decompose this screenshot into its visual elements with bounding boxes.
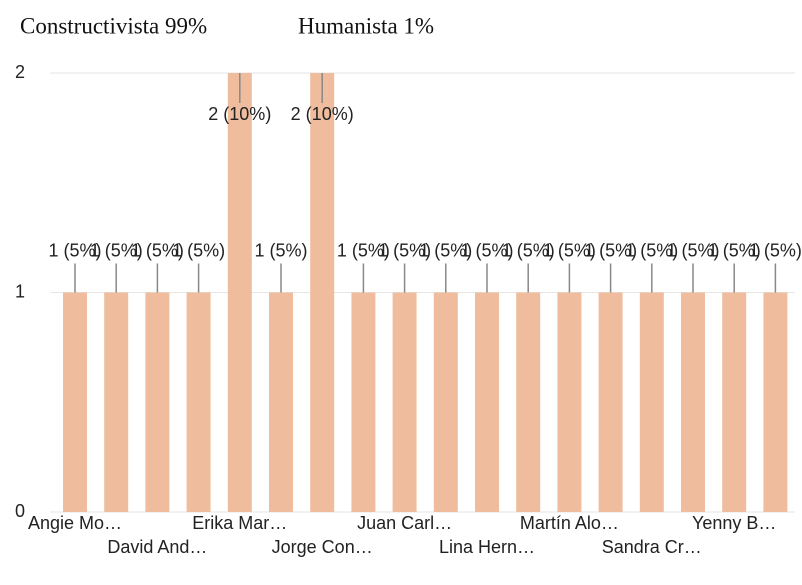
data-label: 1 (5%) — [666, 240, 719, 260]
data-label: 1 (5%) — [460, 240, 513, 260]
bar — [557, 292, 582, 512]
legend-text: Humanista 1% — [298, 13, 434, 38]
bar — [475, 292, 499, 512]
bar — [269, 292, 293, 512]
data-label: 1 (5%) — [378, 240, 431, 260]
bar — [763, 292, 788, 512]
x-tick-label: Sandra Cr… — [602, 537, 702, 557]
bar — [351, 292, 376, 512]
bar — [227, 73, 252, 512]
bar — [639, 292, 664, 512]
data-label: 1 (5%) — [90, 240, 143, 260]
data-label: 2 (10%) — [208, 104, 271, 124]
bar — [104, 292, 129, 512]
data-label: 1 (5%) — [131, 240, 184, 260]
legend-text: Constructivista 99% — [20, 13, 207, 38]
x-tick-label: Martín Alo… — [520, 513, 619, 533]
y-tick-label: 2 — [15, 62, 25, 82]
data-label: 1 (5%) — [584, 240, 637, 260]
bar — [433, 292, 458, 512]
data-label: 1 (5%) — [749, 240, 802, 260]
bar — [310, 73, 335, 512]
data-label: 1 (5%) — [625, 240, 678, 260]
data-label: 1 (5%) — [172, 240, 225, 260]
bar — [145, 292, 170, 512]
data-label: 2 (10%) — [291, 104, 354, 124]
x-tick-label: Juan Carl… — [357, 513, 452, 533]
x-tick-label: Angie Mo… — [28, 513, 122, 533]
x-tick-label: Lina Hern… — [439, 537, 535, 557]
x-tick-label: Yenny B… — [692, 513, 776, 533]
x-tick-label: Erika Mar… — [192, 513, 287, 533]
bar — [63, 292, 87, 512]
data-label: 1 (5%) — [708, 240, 761, 260]
data-label: 1 (5%) — [337, 240, 390, 260]
y-tick-label: 0 — [15, 501, 25, 521]
bar — [681, 292, 705, 512]
data-label: 1 (5%) — [48, 240, 101, 260]
data-label: 1 (5%) — [254, 240, 307, 260]
data-label: 1 (5%) — [419, 240, 472, 260]
y-tick-label: 1 — [15, 281, 25, 301]
bar — [598, 292, 623, 512]
x-tick-label: David And… — [107, 537, 207, 557]
data-label: 1 (5%) — [543, 240, 596, 260]
x-tick-label: Jorge Con… — [272, 537, 373, 557]
bar — [392, 292, 417, 512]
data-label: 1 (5%) — [502, 240, 555, 260]
bar — [516, 292, 541, 512]
bar — [722, 292, 747, 512]
bar — [186, 292, 211, 512]
